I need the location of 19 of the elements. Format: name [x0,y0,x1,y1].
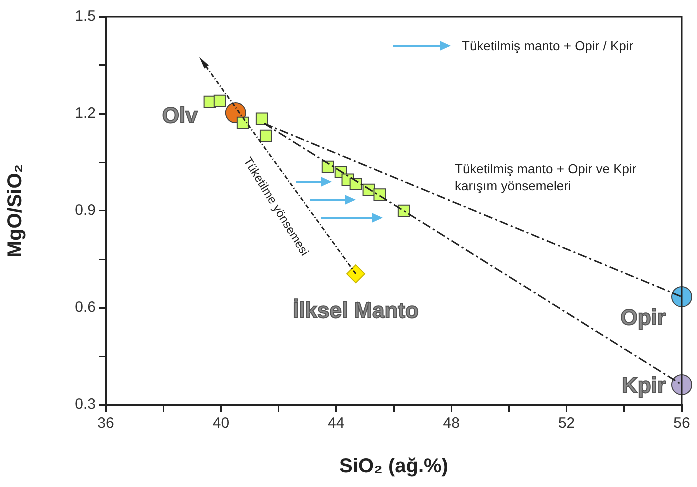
x-tick-label: 36 [98,415,114,432]
x-tick-label: 52 [558,415,576,432]
y-tick-label: 0.9 [75,202,96,220]
series-label: Olv [162,103,199,128]
series-label: Opir [620,305,666,330]
x-tick-label: 40 [212,415,230,432]
annotation: Tüketilmiş manto + Opir / Kpir [462,38,634,54]
x-tick-label: 56 [674,415,690,432]
y-tick-label: 0.3 [75,396,96,414]
y-tick-label: 1.5 [75,8,96,26]
y-tick-label: 1.2 [75,105,96,122]
y-tick-label: 0.6 [75,299,96,316]
x-tick-label: 44 [328,415,345,432]
x-axis-title: SiO₂ (ağ.%) [340,456,448,478]
x-tick-label: 48 [443,415,460,432]
y-axis-title: MgO/SiO₂ [4,164,27,258]
series-label: İlksel Manto [293,298,419,324]
annotation: Tüketilmiş manto + Opir ve Kpir karışım yönsemeleri [455,162,638,194]
series-label: Kpir [622,373,666,398]
